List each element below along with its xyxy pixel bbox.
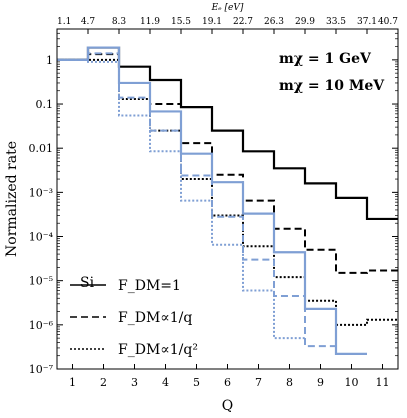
x-axis-label: Q (222, 398, 233, 414)
series-line (57, 52, 336, 348)
x-tick-label: 10 (345, 376, 359, 389)
top-tick-label: 22.7 (233, 17, 253, 27)
top-tick-label: 15.5 (171, 17, 191, 27)
x-tick-label: 7 (255, 376, 262, 389)
top-tick-label: 29.9 (295, 17, 315, 27)
top-tick-label: 33.5 (326, 17, 346, 27)
top-tick-label: 19.1 (202, 17, 222, 27)
x-tick-label: 2 (100, 376, 107, 389)
y-tick-label: 0.1 (36, 98, 54, 111)
y-tick-label: 10⁻³ (29, 186, 53, 199)
mass-label-1gev: mχ = 1 GeV (279, 51, 372, 67)
y-tick-label: 10⁻⁵ (29, 275, 53, 288)
x-tick-label: 3 (131, 376, 138, 389)
series-lines (57, 46, 398, 355)
y-tick-label: 0.01 (29, 142, 54, 155)
plot-frame (56, 28, 399, 370)
legend-label-dashed: F_DM∝1/q (118, 310, 192, 326)
tick-labels: 1 2 3 4 5 6 7 8 9 10 11 1.1 4.7 8.3 11.9 15.5 19.1 22.7 26… (29, 17, 399, 389)
x-tick-label: 4 (162, 376, 169, 389)
x-tick-label: 8 (286, 376, 293, 389)
top-tick-label: 40.7 (378, 17, 398, 27)
x-tick-label: 5 (193, 376, 200, 389)
x-tick-label: 9 (317, 376, 324, 389)
series-line (57, 46, 398, 221)
mass-label-10mev: mχ = 10 MeV (279, 78, 385, 94)
top-tick-label: 26.3 (264, 17, 284, 27)
y-tick-label: 10⁻⁶ (29, 319, 54, 332)
legend-label-dotted: F_DM∝1/q² (118, 342, 198, 358)
x-tick-label: 1 (69, 376, 76, 389)
top-tick-label: 8.3 (112, 17, 127, 27)
top-tick-label: 11.9 (140, 17, 160, 27)
y-tick-label: 10⁻⁴ (29, 231, 54, 244)
legend: F_DM=1 F_DM∝1/q F_DM∝1/q² (70, 278, 198, 358)
x-tick-label: 6 (224, 376, 231, 389)
series-line (57, 58, 305, 340)
top-tick-label: 4.7 (81, 17, 96, 27)
y-tick-label: 10⁻⁷ (29, 363, 54, 376)
y-axis-label: Normalized rate (4, 141, 20, 257)
x-tick-label: 11 (376, 376, 390, 389)
series-line (57, 58, 398, 326)
top-tick-label: 37.1 (357, 17, 377, 27)
material-label: Si (80, 275, 95, 291)
top-axis-label: Eₑ [eV] (211, 3, 244, 13)
top-tick-label: 1.1 (57, 17, 71, 27)
y-tick-label: 1 (46, 54, 53, 67)
legend-label-solid: F_DM=1 (118, 278, 181, 294)
